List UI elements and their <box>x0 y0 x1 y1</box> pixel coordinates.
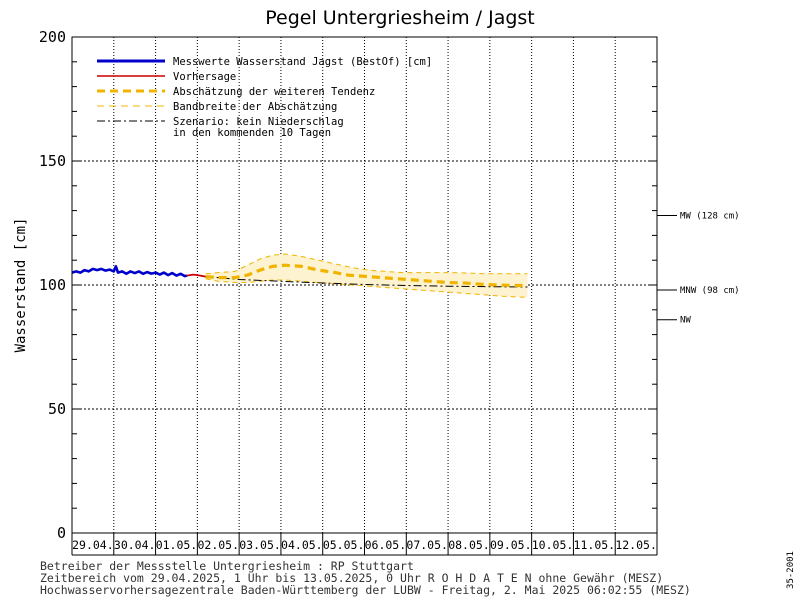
reference-levels: MW (128 cm) MNW (98 cm) NW <box>657 212 740 326</box>
x-tick-label: 10.05. <box>532 538 574 552</box>
x-tick-label: 01.05. <box>156 538 198 552</box>
x-tick-label: 07.05. <box>406 538 448 552</box>
y-tick-label: 150 <box>39 152 66 170</box>
x-tick-label: 05.05. <box>323 538 365 552</box>
footer-timerange: Zeitbereich vom 29.04.2025, 1 Uhr bis 13… <box>40 571 663 585</box>
y-axis-label: Wasserstand [cm] <box>13 218 29 353</box>
x-tick-label: 08.05. <box>448 538 490 552</box>
x-axis: 29.04. 30.04. 01.05. 02.05. 03.05. 04.05. 05.0… <box>71 533 658 556</box>
reference-label: NW <box>680 316 691 326</box>
x-tick-label: 09.05. <box>490 538 532 552</box>
y-tick-label: 100 <box>39 276 66 294</box>
y-axis: 0 50 100 150 200 <box>39 28 657 542</box>
series-line-solid <box>186 273 206 278</box>
y-tick-label: 50 <box>48 400 66 418</box>
legend-label-scenario: Szenario: kein Niederschlag <box>173 116 344 128</box>
side-code: 35-2001 <box>786 551 796 589</box>
x-tick-label: 02.05. <box>197 538 239 552</box>
x-tick-label: 11.05. <box>574 538 616 552</box>
legend-label-measured: Messwerte Wasserstand Jagst (BestOf) [cm… <box>173 56 432 68</box>
band-lower-line <box>205 278 528 298</box>
legend-label-scenario-2: in den kommenden 10 Tagen <box>173 127 331 139</box>
y-tick-label: 0 <box>57 524 66 542</box>
x-tick-label: 30.04. <box>114 538 156 552</box>
reference-label: MW (128 cm) <box>680 212 740 222</box>
legend-swatch-measured <box>97 59 165 63</box>
x-tick-label: 12.05. <box>615 538 657 552</box>
legend-label-forecast: Vorhersage <box>173 71 236 83</box>
legend-label-band: Bandbreite der Abschätzung <box>173 101 337 113</box>
footer-operator: Betreiber der Messstelle Untergriesheim … <box>40 559 414 573</box>
legend: Messwerte Wasserstand Jagst (BestOf) [cm… <box>97 56 432 139</box>
y-tick-label: 200 <box>39 28 66 46</box>
x-tick-label: 29.04. <box>72 538 114 552</box>
x-tick-label: 04.05. <box>281 538 323 552</box>
footer-publisher: Hochwasservorhersagezentrale Baden-Württ… <box>40 583 691 597</box>
x-tick-label: 03.05. <box>239 538 281 552</box>
series-layer <box>71 263 528 288</box>
chart-title: Pegel Untergriesheim / Jagst <box>265 7 535 29</box>
x-tick-label: 06.05. <box>365 538 407 552</box>
reference-label: MNW (98 cm) <box>680 286 740 296</box>
series-line-solid-thick <box>71 265 188 278</box>
band-upper-line <box>205 253 528 275</box>
legend-label-tendency: Abschätzung der weiteren Tendenz <box>173 86 375 98</box>
